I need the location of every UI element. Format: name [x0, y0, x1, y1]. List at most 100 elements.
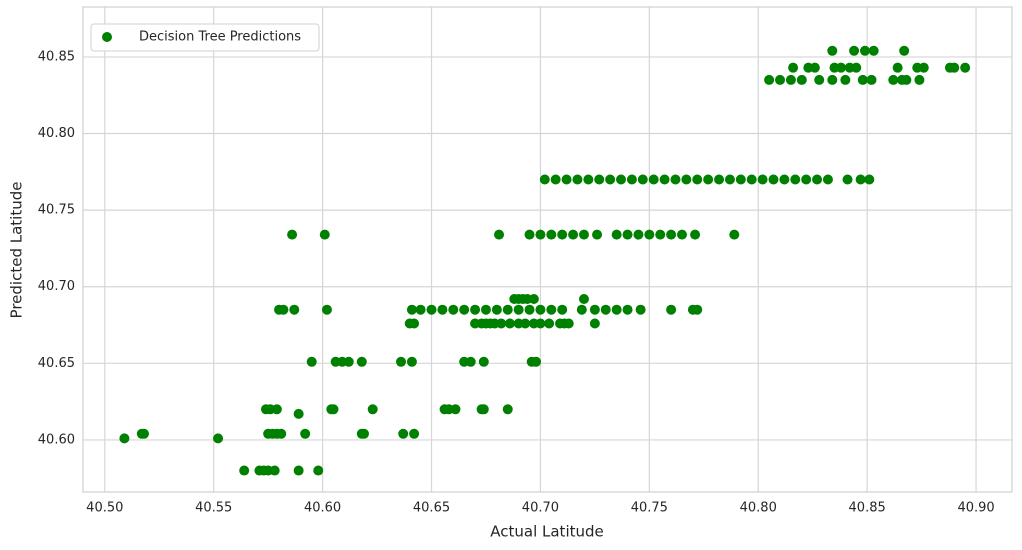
data-point: [271, 404, 282, 415]
data-point: [659, 174, 670, 185]
data-point: [504, 318, 515, 329]
data-point: [138, 428, 149, 439]
data-point: [801, 174, 812, 185]
data-point: [827, 45, 838, 56]
data-point: [611, 304, 622, 315]
data-point: [842, 174, 853, 185]
data-point: [616, 174, 627, 185]
data-point: [605, 174, 616, 185]
data-point: [557, 229, 568, 240]
x-tick-label: 40.85: [849, 501, 886, 516]
data-point: [692, 174, 703, 185]
data-point: [396, 356, 407, 367]
y-axis-label: Predicted Latitude: [8, 182, 26, 319]
data-point: [851, 62, 862, 73]
data-point: [724, 174, 735, 185]
data-point: [899, 45, 910, 56]
data-point: [358, 428, 369, 439]
data-point: [531, 356, 542, 367]
data-point: [864, 174, 875, 185]
y-tick-label: 40.85: [38, 49, 75, 64]
data-point: [592, 229, 603, 240]
data-point: [729, 229, 740, 240]
data-point: [892, 62, 903, 73]
data-point: [406, 304, 417, 315]
data-point: [633, 229, 644, 240]
x-tick-label: 40.65: [413, 501, 450, 516]
data-point: [502, 304, 513, 315]
data-point: [757, 174, 768, 185]
data-point: [960, 62, 971, 73]
data-point: [836, 62, 847, 73]
data-point: [409, 318, 420, 329]
y-tick-label: 40.60: [38, 432, 75, 447]
data-point: [528, 293, 539, 304]
data-point: [496, 318, 507, 329]
data-point: [692, 304, 703, 315]
data-point: [539, 174, 550, 185]
data-point: [213, 433, 224, 444]
x-tick-label: 40.50: [86, 501, 123, 516]
data-point: [546, 229, 557, 240]
data-point: [594, 174, 605, 185]
x-tick-label: 40.80: [740, 501, 777, 516]
data-point: [576, 304, 587, 315]
data-point: [491, 304, 502, 315]
data-point: [563, 318, 574, 329]
data-point: [859, 45, 870, 56]
plot-area: [83, 7, 1012, 492]
data-point: [448, 304, 459, 315]
data-point: [637, 174, 648, 185]
data-point: [287, 229, 298, 240]
x-tick-label: 40.60: [304, 501, 341, 516]
data-point: [478, 404, 489, 415]
x-tick-label: 40.75: [631, 501, 668, 516]
legend-box: [90, 23, 320, 52]
data-point: [666, 304, 677, 315]
data-point: [796, 74, 807, 85]
y-tick-label: 40.70: [38, 279, 75, 294]
data-point: [849, 45, 860, 56]
data-point: [328, 404, 339, 415]
data-point: [583, 174, 594, 185]
y-tick-label: 40.75: [38, 203, 75, 218]
data-point: [459, 304, 470, 315]
data-point: [840, 74, 851, 85]
data-point: [535, 229, 546, 240]
data-point: [524, 304, 535, 315]
data-point: [502, 404, 513, 415]
data-point: [293, 408, 304, 419]
data-point: [822, 174, 833, 185]
data-point: [568, 229, 579, 240]
data-point: [788, 62, 799, 73]
data-point: [306, 356, 317, 367]
data-point: [276, 428, 287, 439]
data-point: [289, 304, 300, 315]
legend-label: Decision Tree Predictions: [139, 30, 301, 45]
data-point: [644, 229, 655, 240]
data-point: [746, 174, 757, 185]
data-point: [546, 304, 557, 315]
data-point: [321, 304, 332, 315]
data-point: [714, 174, 725, 185]
data-point: [809, 62, 820, 73]
data-point: [450, 404, 461, 415]
data-point: [600, 304, 611, 315]
data-point: [524, 229, 535, 240]
data-point: [470, 304, 481, 315]
data-point: [561, 174, 572, 185]
data-point: [949, 62, 960, 73]
data-point: [670, 174, 681, 185]
data-point: [622, 304, 633, 315]
x-tick-label: 40.70: [522, 501, 559, 516]
data-point: [550, 174, 561, 185]
data-point: [703, 174, 714, 185]
data-point: [785, 74, 796, 85]
data-point: [578, 293, 589, 304]
data-point: [648, 174, 659, 185]
data-point: [914, 74, 925, 85]
data-point: [626, 174, 637, 185]
data-point: [666, 229, 677, 240]
data-point: [681, 174, 692, 185]
